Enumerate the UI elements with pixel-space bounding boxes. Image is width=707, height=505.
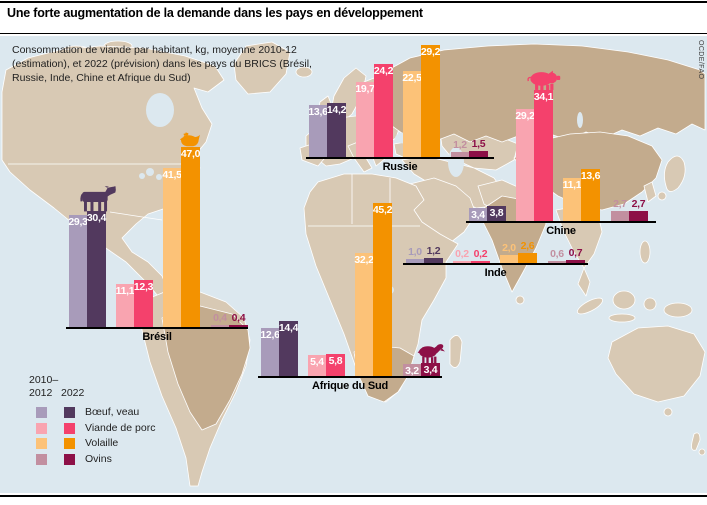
legend-swatch-2022	[64, 407, 75, 418]
page-title: Une forte augmentation de la demande dan…	[7, 6, 423, 20]
legend-item-1: Viande de porc	[28, 421, 208, 437]
legend-item-label: Viande de porc	[85, 421, 156, 434]
legend-swatch-2022	[64, 438, 75, 449]
source-label: OCDE/FAO	[697, 40, 704, 80]
legend-year-2010: 2010–	[29, 374, 59, 386]
map-china	[513, 131, 663, 211]
legend-swatch-2022	[64, 453, 75, 465]
legend-swatch-2010-12	[36, 438, 47, 449]
legend-rows: Bœuf, veau Viande de porc Volaille Ovins	[28, 405, 208, 467]
legend-item-label: Volaille	[85, 437, 119, 449]
legend-swatch-2010-12	[36, 407, 47, 418]
legend-header: 2010– 2012 2022	[28, 374, 208, 402]
legend-year-2022: 2022	[61, 387, 85, 399]
chart-legend: 2010– 2012 2022 Bœuf, veau Viande de porc…	[28, 374, 208, 467]
legend-item-2: Volaille	[28, 436, 208, 452]
map-south-africa	[353, 345, 415, 403]
title-rule	[0, 33, 707, 34]
bottom-rule	[0, 495, 707, 497]
legend-item-label: Ovins	[85, 452, 112, 465]
legend-year-2012: 2012	[29, 387, 53, 399]
legend-item-3: Ovins	[28, 452, 208, 468]
legend-swatch-2010-12	[36, 422, 47, 434]
map-australia	[607, 325, 706, 403]
legend-item-0: Bœuf, veau	[28, 405, 208, 421]
legend-item-label: Bœuf, veau	[85, 406, 140, 418]
map-russia	[371, 43, 706, 143]
map-india	[481, 195, 547, 293]
chart-subtitle: Consommation de viande par habitant, kg,…	[12, 44, 312, 84]
top-rule	[0, 1, 707, 3]
map-brazil	[161, 305, 251, 431]
legend-swatch-2022	[64, 422, 75, 434]
map-greenland	[233, 41, 291, 95]
legend-swatch-2010-12	[36, 453, 47, 465]
